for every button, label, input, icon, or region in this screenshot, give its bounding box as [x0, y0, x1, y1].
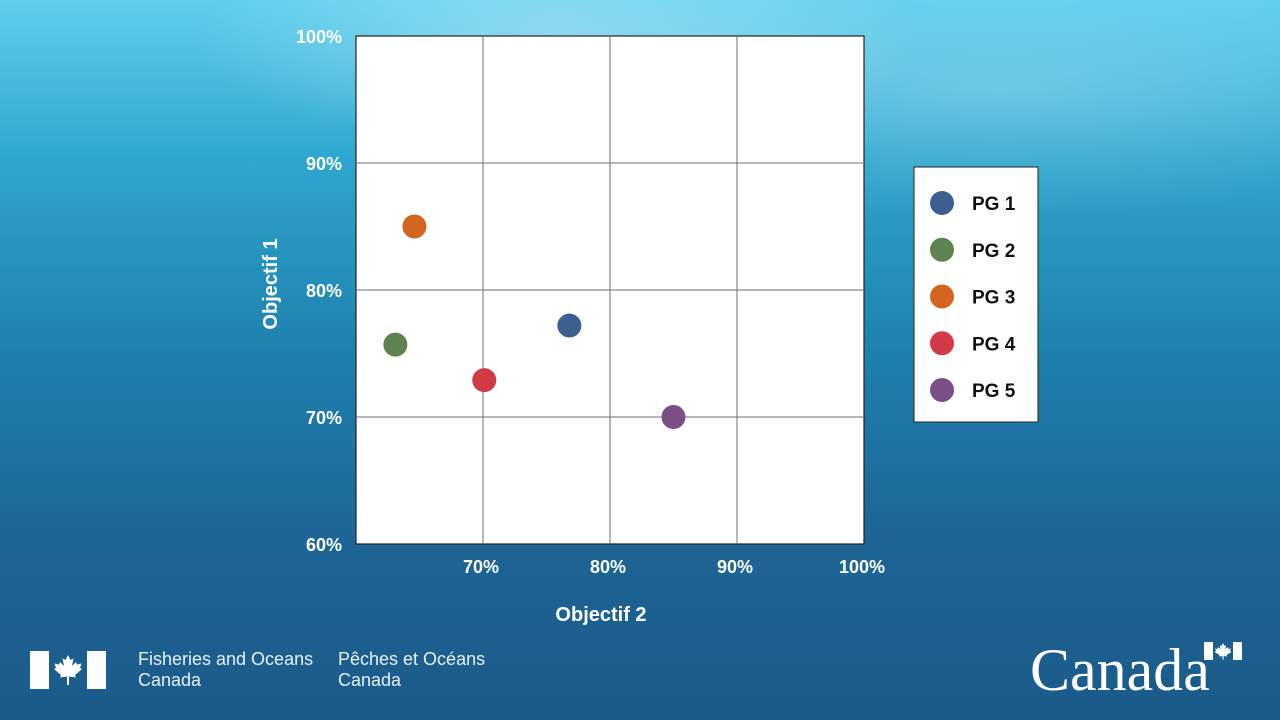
legend-marker	[930, 237, 954, 262]
legend-marker	[930, 378, 954, 402]
x-tick-label: 70%	[463, 557, 499, 577]
canada-flag-icon	[30, 651, 106, 689]
legend-marker	[930, 331, 954, 356]
department-name-line: Canada	[138, 670, 202, 690]
legend-marker	[930, 284, 954, 309]
data-points	[383, 214, 686, 429]
x-tick-label: 90%	[717, 557, 753, 577]
y-tick-label: 100%	[296, 27, 342, 47]
canada-wordmark: Canada	[1030, 637, 1210, 703]
grid-lines	[356, 36, 864, 544]
y-axis-ticks: 100% 90% 80% 70% 60%	[296, 27, 342, 555]
legend-marker	[930, 191, 954, 215]
legend-label: PG 4	[972, 334, 1016, 355]
y-tick-label: 90%	[306, 154, 342, 174]
footer: Fisheries and Oceans Canada Pêches et Oc…	[0, 640, 1280, 720]
x-tick-label: 100%	[839, 557, 885, 577]
x-tick-label: 80%	[590, 557, 626, 577]
x-axis-ticks: 70% 80% 90% 100%	[463, 557, 885, 577]
data-point	[383, 332, 408, 357]
y-tick-label: 60%	[306, 535, 342, 555]
legend-label: PG 2	[972, 241, 1015, 262]
legend: PG 1 PG 2 PG 3 PG 4 PG 5	[913, 166, 1039, 423]
legend-label: PG 1	[972, 194, 1016, 215]
data-point	[557, 313, 582, 338]
department-name-line: Pêches et Océans	[338, 649, 486, 669]
legend-label: PG 5	[972, 381, 1016, 402]
x-axis-label: Objectif 2	[555, 604, 646, 626]
y-tick-label: 80%	[306, 281, 342, 301]
data-point	[472, 368, 497, 393]
department-name-line: Fisheries and Oceans	[138, 649, 314, 669]
y-tick-label: 70%	[306, 408, 342, 428]
department-name-french: Pêches et Océans Canada	[338, 649, 485, 691]
department-name-english: Fisheries and Oceans Canada	[138, 649, 313, 691]
department-name-line: Canada	[338, 670, 402, 690]
y-axis-label: Objectif 1	[260, 238, 282, 329]
data-point	[661, 405, 686, 429]
data-point	[402, 214, 427, 239]
legend-label: PG 3	[972, 288, 1015, 309]
scatter-chart: 100% 90% 80% 70% 60% 70% 80% 90% 100% Objectif …	[260, 27, 1039, 626]
wordmark-flag-icon	[1204, 642, 1242, 660]
